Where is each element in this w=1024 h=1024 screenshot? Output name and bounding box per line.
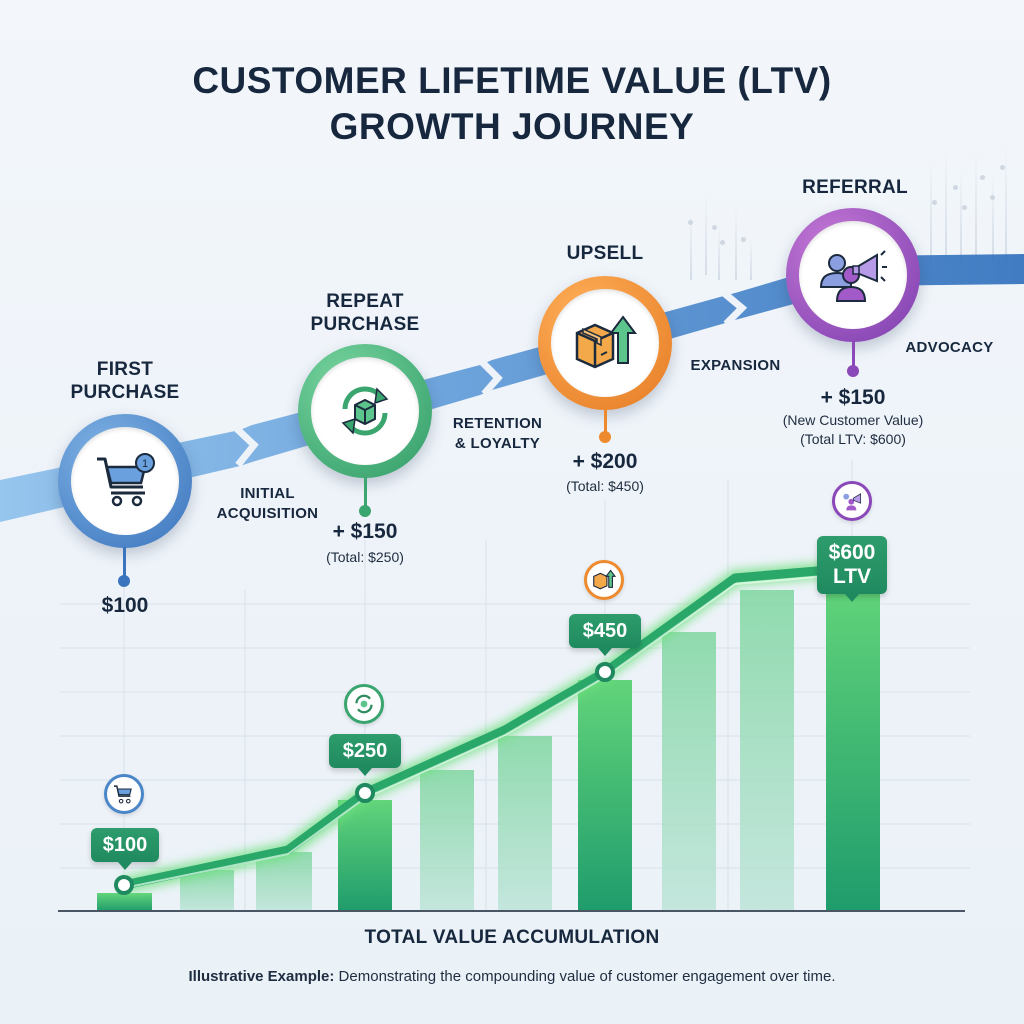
chart-label-100: $100 xyxy=(91,828,159,870)
footnote-text: Demonstrating the compounding value of c… xyxy=(334,968,836,985)
stage-title-line: FIRST xyxy=(96,359,154,380)
stage-title-first-purchase: FIRST PURCHASE xyxy=(40,358,210,404)
phase-initial-acquisition: INITIAL ACQUISITION xyxy=(210,484,325,524)
stem-dot-first-purchase xyxy=(118,575,130,587)
stem-dot-referral xyxy=(847,365,859,377)
chart-referral-icon xyxy=(832,481,872,521)
stem-dot-repeat-purchase xyxy=(359,505,371,517)
value-sub-repeat-purchase: (Total: $250) xyxy=(326,549,404,565)
stage-title-line: REFERRAL xyxy=(802,177,908,198)
stem-repeat-purchase xyxy=(364,477,367,511)
footnote: Illustrative Example: Demonstrating the … xyxy=(0,968,1024,985)
chart-points xyxy=(114,662,615,895)
value-sub-line: (New Customer Value) xyxy=(782,412,924,428)
value-sub-upsell: (Total: $450) xyxy=(566,478,644,494)
chart-label-250: $250 xyxy=(329,734,401,776)
shopping-cart-icon: 1 xyxy=(97,453,155,507)
value-referral: + $150 xyxy=(820,386,886,409)
stage-title-upsell: UPSELL xyxy=(520,242,690,265)
stage-circle-referral[interactable] xyxy=(786,208,920,342)
stage-circle-first-purchase[interactable]: 1 xyxy=(58,414,192,548)
phase-line: ACQUISITION xyxy=(216,505,319,522)
value-sub-referral: (New Customer Value) (Total LTV: $600) xyxy=(748,411,958,449)
stem-referral xyxy=(852,341,855,369)
phase-retention-loyalty: RETENTION & LOYALTY xyxy=(440,414,555,454)
stage-circle-repeat-purchase[interactable] xyxy=(298,344,432,478)
stage-circle-upsell[interactable] xyxy=(538,276,672,410)
phase-expansion: EXPANSION xyxy=(678,356,793,376)
stem-first-purchase xyxy=(123,547,126,581)
stage-title-referral: REFERRAL xyxy=(770,176,940,199)
stage-title-line: UPSELL xyxy=(566,243,644,264)
phase-line: INITIAL xyxy=(240,485,295,502)
value-sub-line: (Total LTV: $600) xyxy=(800,431,906,447)
chart-label-450: $450 xyxy=(569,614,641,656)
chart-label-line: LTV xyxy=(832,565,872,588)
phase-advocacy: ADVOCACY xyxy=(892,338,1007,358)
people-megaphone-icon xyxy=(819,250,887,302)
repeat-box-icon xyxy=(341,386,389,436)
stem-upsell xyxy=(604,409,607,437)
stage-title-line: PURCHASE xyxy=(310,314,420,335)
value-first-purchase: $100 xyxy=(101,594,149,617)
value-repeat-purchase: + $150 xyxy=(332,520,398,543)
title-line-1: CUSTOMER LIFETIME VALUE (LTV) xyxy=(192,60,832,101)
chart-label-line: $600 xyxy=(828,541,876,564)
chart-label-600-ltv: $600 LTV xyxy=(817,536,887,602)
phase-line: ADVOCACY xyxy=(905,339,994,356)
stage-title-line: REPEAT xyxy=(326,291,404,312)
box-arrow-up-icon xyxy=(575,315,637,369)
page-title: CUSTOMER LIFETIME VALUE (LTV) GROWTH JOU… xyxy=(0,58,1024,150)
title-line-2: GROWTH JOURNEY xyxy=(329,106,695,147)
stem-dot-upsell xyxy=(599,431,611,443)
phase-line: RETENTION xyxy=(452,415,543,432)
chart-cart-icon xyxy=(104,774,144,814)
phase-line: EXPANSION xyxy=(690,357,781,374)
chart-repeat-icon xyxy=(344,684,384,724)
stage-title-repeat-purchase: REPEAT PURCHASE xyxy=(280,290,450,336)
phase-line: & LOYALTY xyxy=(454,435,541,452)
value-upsell: + $200 xyxy=(572,450,638,473)
chart-bars xyxy=(97,582,880,911)
footnote-label: Illustrative Example: xyxy=(188,968,335,985)
stage-title-line: PURCHASE xyxy=(70,382,180,403)
svg-text:1: 1 xyxy=(142,458,148,470)
chart-upsell-icon xyxy=(584,560,624,600)
chart-title: TOTAL VALUE ACCUMULATION xyxy=(364,927,660,948)
